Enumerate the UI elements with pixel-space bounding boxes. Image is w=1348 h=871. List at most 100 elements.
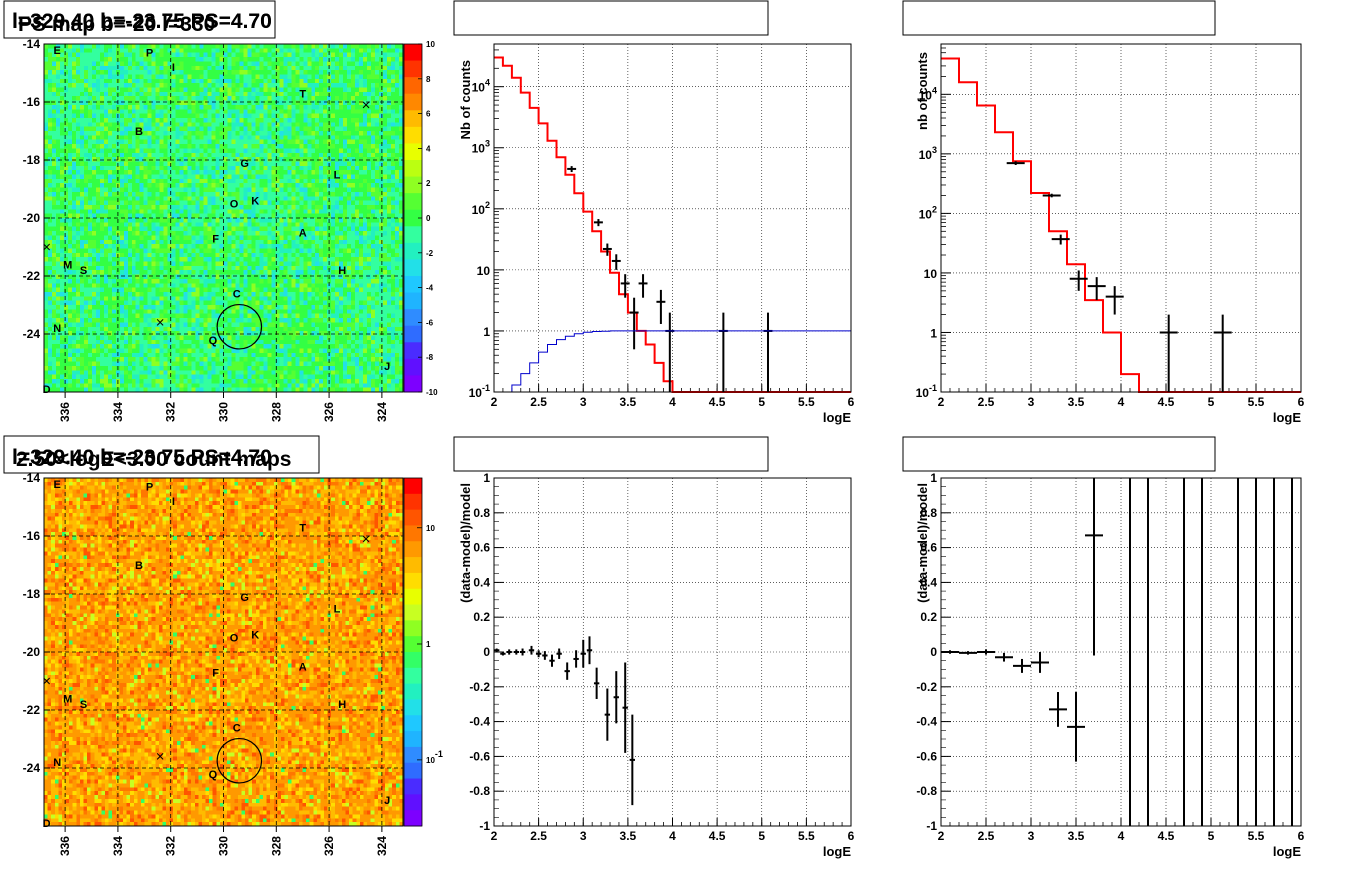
heatmap-cell [87,239,93,245]
heatmap-cell [95,187,101,193]
heatmap-cell [247,135,252,141]
heatmap-cell [131,178,137,184]
heatmap-cell [371,122,376,128]
heatmap-cell [159,113,165,119]
heatmap-cell [387,226,392,232]
heatmap-cell [299,170,304,175]
heatmap-cell [323,139,328,145]
heatmap-cell [195,183,200,188]
heatmap-cell [75,104,81,110]
heatmap-cell [335,87,340,93]
heatmap-cell [259,278,264,284]
heatmap-cell [227,152,232,158]
heatmap-cell [279,239,284,245]
heatmap-cell [135,83,141,88]
heatmap-cell [131,109,137,114]
heatmap-cell [123,265,129,271]
heatmap-cell [99,178,105,184]
heatmap-cell [251,148,256,154]
heatmap-cell [199,174,204,180]
heatmap-cell [271,126,276,132]
heatmap-cell [299,174,304,180]
heatmap-cell [263,139,268,145]
heatmap-cell [327,48,332,54]
heatmap-cell [159,109,165,114]
heatmap-cell [255,265,260,271]
heatmap-cell [171,265,177,271]
heatmap-cell [155,218,161,223]
heatmap-cell [263,57,268,62]
heatmap-cell [91,117,97,123]
heatmap-cell [351,244,356,249]
heatmap-cell [115,52,121,58]
heatmap-cell [151,278,157,284]
heatmap-cell [251,87,256,93]
heatmap-cell [335,278,340,284]
heatmap-cell [247,174,252,180]
heatmap-cell [271,96,276,101]
heatmap-cell [263,235,268,241]
heatmap-cell [279,187,284,193]
heatmap-cell [335,131,340,136]
heatmap-cell [95,200,101,206]
heatmap-cell [55,78,61,84]
heatmap-cell [139,278,145,284]
heatmap-cell [83,122,89,128]
heatmap-cell [135,191,141,197]
heatmap-cell [351,209,356,215]
heatmap-cell [207,270,212,275]
heatmap-cell [379,252,384,258]
heatmap-cell [215,135,220,141]
heatmap-cell [303,196,308,201]
heatmap-cell [191,178,196,184]
heatmap-cell [175,231,181,236]
heatmap-cell [371,91,376,97]
heatmap-cell [247,117,252,123]
heatmap-cell [103,257,109,262]
heatmap-cell [111,104,117,110]
heatmap-cell [271,52,276,58]
heatmap-cell [279,213,284,219]
heatmap-cell [171,152,177,158]
heatmap-cell [175,257,181,262]
heatmap-cell [55,196,61,201]
heatmap-cell [327,200,332,206]
heatmap-cell [363,144,368,149]
heatmap-cell [219,187,224,193]
heatmap-cell [87,44,93,49]
heatmap-cell [211,257,216,262]
heatmap-cell [215,283,220,288]
heatmap-cell [283,165,288,171]
heatmap-cell [243,65,248,71]
heatmap-cell [163,109,169,114]
heatmap-cell [387,52,392,58]
heatmap-cell [227,96,232,101]
heatmap-cell [203,70,208,75]
heatmap-cell [275,187,280,193]
heatmap-cell [123,65,129,71]
heatmap-cell [171,183,177,188]
heatmap-cell [163,117,169,123]
heatmap-cell [103,222,109,228]
heatmap-cell [107,252,113,258]
heatmap-cell [119,70,125,75]
heatmap-cell [95,157,101,162]
heatmap-cell [151,213,157,219]
heatmap-cell [299,152,304,158]
heatmap-cell [199,61,204,67]
heatmap-cell [195,109,200,114]
heatmap-cell [127,144,133,149]
heatmap-cell [127,113,133,119]
heatmap-cell [391,226,396,232]
heatmap-cell [303,104,308,110]
heatmap-cell [379,100,384,106]
heatmap-cell [335,65,340,71]
heatmap-cell [99,244,105,249]
heatmap-cell [203,126,208,132]
heatmap-cell [195,235,200,241]
heatmap-cell [247,65,252,71]
heatmap-cell [227,61,232,67]
heatmap-cell [227,235,232,241]
heatmap-cell [319,196,324,201]
heatmap-cell [143,165,149,171]
